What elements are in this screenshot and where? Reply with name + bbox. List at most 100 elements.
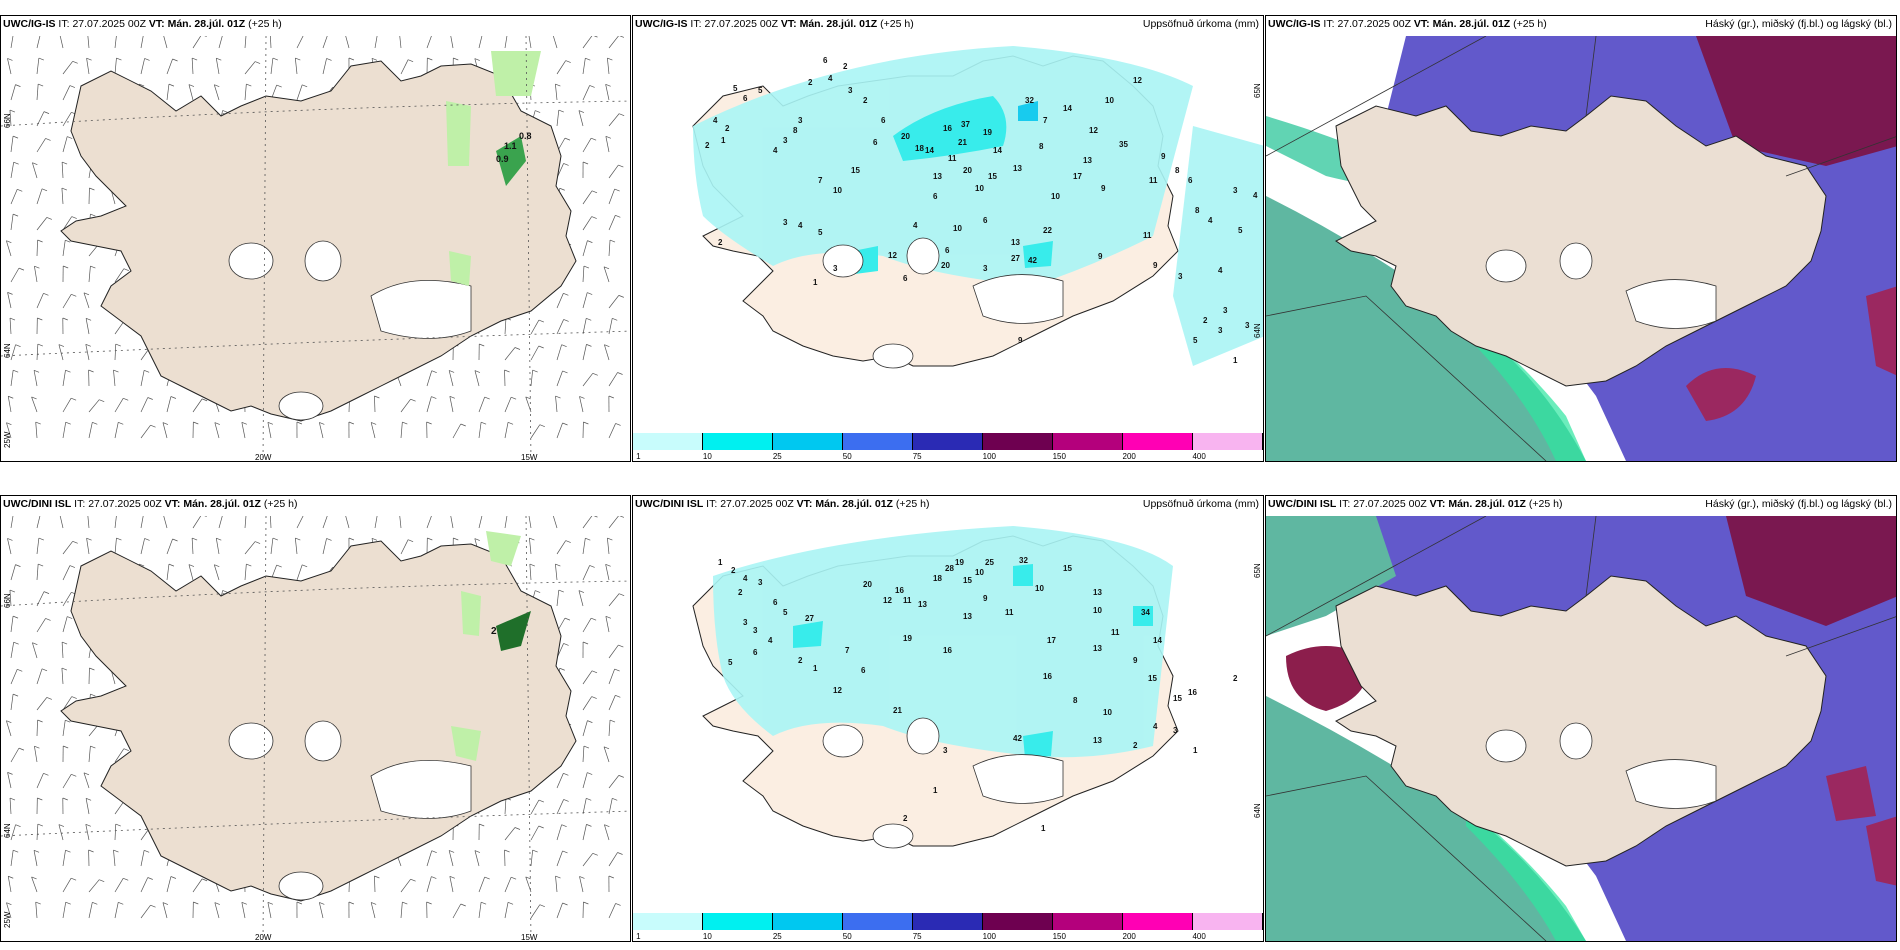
wind-barb-flag	[371, 902, 377, 905]
wind-barb-flag	[92, 902, 98, 905]
wind-barb-flag	[191, 57, 198, 61]
wind-barb-flag	[407, 539, 414, 542]
wind-barb	[166, 396, 172, 413]
wind-barb	[296, 564, 303, 581]
wind-barb	[244, 36, 247, 49]
wind-barb	[608, 668, 615, 685]
wind-barb-flag	[529, 537, 535, 541]
wind-barb	[270, 36, 272, 49]
precip-label: 3	[1223, 306, 1228, 315]
colorbar-label: 25	[772, 932, 782, 941]
precip-label: 10	[833, 186, 842, 195]
wind-barb	[244, 516, 247, 529]
wind-barb-flag	[83, 772, 90, 776]
precip-label: 14	[1063, 104, 1072, 113]
wind-barb	[113, 370, 116, 387]
wind-barb-flag	[402, 901, 408, 905]
wind-barb-flag	[69, 85, 76, 88]
wind-barb	[163, 36, 168, 49]
wind-barb	[215, 538, 220, 555]
wind-barb	[6, 240, 12, 257]
wind-barb-flag	[72, 60, 78, 64]
wind-barb	[10, 516, 14, 529]
wind-barb-flag	[65, 421, 71, 425]
wind-barb	[450, 516, 454, 529]
panel-header: UWC/IG-IS IT: 27.07.2025 00Z VT: Mán. 28…	[635, 18, 914, 30]
wind-barb-flag	[558, 109, 564, 113]
precip-label: 13	[963, 612, 972, 621]
wind-barb	[62, 720, 66, 737]
wind-barb	[215, 58, 220, 75]
wind-barb-flag	[61, 641, 68, 645]
wind-barb	[191, 58, 194, 75]
colorbar-label: 400	[1192, 452, 1206, 461]
colorbar-segment	[702, 433, 773, 450]
wind-barb-flag	[150, 424, 156, 428]
wind-barb	[7, 876, 12, 893]
precip-label: 6	[743, 94, 748, 103]
wind-barb-flag	[586, 824, 592, 827]
wind-barb-flag	[407, 59, 414, 62]
wind-barb	[556, 422, 563, 439]
wind-barb-flag	[214, 564, 220, 568]
wind-barb-flag	[504, 849, 510, 853]
it-value: 27.07.2025 00Z	[704, 18, 778, 30]
colorbar: 1 10 25 50 75 100 150 200 400	[633, 433, 1263, 461]
wind-barb	[582, 670, 593, 685]
wind-barb	[10, 824, 16, 841]
wind-barb	[608, 113, 620, 127]
colorbar-label: 75	[912, 452, 922, 461]
lead-time: (+25 h)	[248, 18, 282, 30]
precip-label: 10	[953, 224, 962, 233]
precip-label: 3	[848, 86, 853, 95]
wind-barb-flag	[608, 875, 615, 879]
wind-barb	[88, 879, 100, 893]
wind-barb	[296, 36, 304, 49]
wind-barb-flag	[562, 850, 568, 854]
wind-barb	[608, 295, 620, 309]
wind-barb	[607, 58, 610, 75]
wind-barb	[608, 423, 616, 439]
wind-barb-flag	[605, 84, 611, 87]
wind-barb	[608, 593, 620, 607]
wind-barb	[166, 876, 172, 893]
precip-label: 1	[933, 786, 938, 795]
precip-label: 2	[843, 62, 848, 71]
wind-barb	[7, 396, 12, 413]
lat-label-64n-right: 64N	[1253, 323, 1262, 338]
wind-barb	[530, 850, 534, 867]
wind-barb	[36, 719, 38, 737]
precip-label: 13	[918, 600, 927, 609]
wind-barb	[10, 669, 18, 685]
wind-barb	[62, 541, 73, 555]
wind-barb	[114, 398, 124, 413]
wind-barb	[62, 565, 71, 581]
wind-barb-flag	[172, 58, 178, 62]
wind-barb	[62, 422, 67, 439]
wind-barb	[36, 239, 38, 257]
wind-barb	[267, 422, 272, 439]
wind-barb-flag	[326, 58, 332, 61]
wind-barb	[426, 876, 432, 893]
precip-label: 2	[903, 814, 908, 823]
wind-barb-flag	[563, 319, 569, 322]
wind-barb	[9, 590, 12, 607]
precip-value: 1.1	[504, 141, 517, 151]
precip-label: 18	[915, 144, 924, 153]
lead-time: (+25 h)	[880, 18, 914, 30]
wind-barb	[62, 85, 71, 101]
wind-barb-flag	[453, 537, 459, 541]
precip-label: 1	[813, 278, 818, 287]
wind-barb	[188, 564, 194, 581]
wind-barb-flag	[6, 422, 12, 425]
wind-barb	[530, 319, 540, 335]
wind-barb	[62, 240, 66, 257]
wind-barb	[582, 720, 588, 737]
precip-label: 2	[863, 96, 868, 105]
wind-barb-flag	[8, 875, 14, 879]
wind-barb-flag	[214, 422, 220, 425]
wind-barb-flag	[609, 719, 616, 723]
wind-barb	[530, 904, 541, 919]
precip-label: 3	[783, 218, 788, 227]
wind-barb	[582, 344, 587, 361]
